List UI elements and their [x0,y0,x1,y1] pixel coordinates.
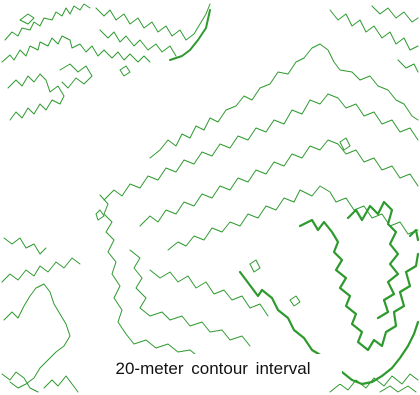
contour-line [249,259,261,273]
contour-line [7,73,65,121]
index-contour-line [408,228,420,242]
contour-interval-label: 20-meter contour interval [84,354,342,384]
contour-line [95,209,105,221]
contour-line [339,137,351,151]
contour-line [119,65,131,77]
contour-line [167,185,419,251]
contour-line [95,3,211,41]
index-contour-line [298,218,420,352]
contour-line [1,35,151,63]
contour-line [329,373,419,393]
contour-line [129,249,251,347]
contour-line [397,59,419,73]
contour-line [4,3,91,41]
index-contour-line [238,270,264,298]
contour-line [19,13,35,25]
contour-line [329,9,419,51]
contour-line [99,29,177,57]
contour-line [3,237,47,255]
contour-line [139,139,419,227]
index-contour-line [346,200,400,320]
contour-line [289,295,301,307]
contour-line [1,371,39,393]
contour-line [149,269,269,317]
contour-line [1,257,81,283]
stream-line [169,9,211,61]
contour-line [371,5,419,23]
contour-line [149,43,419,159]
contour-line [99,194,243,371]
contour-line [379,385,417,393]
contour-line [3,283,71,389]
contour-line [43,375,79,393]
contour-line [103,93,419,201]
index-contour-line [260,288,420,386]
contour-line [59,63,93,89]
